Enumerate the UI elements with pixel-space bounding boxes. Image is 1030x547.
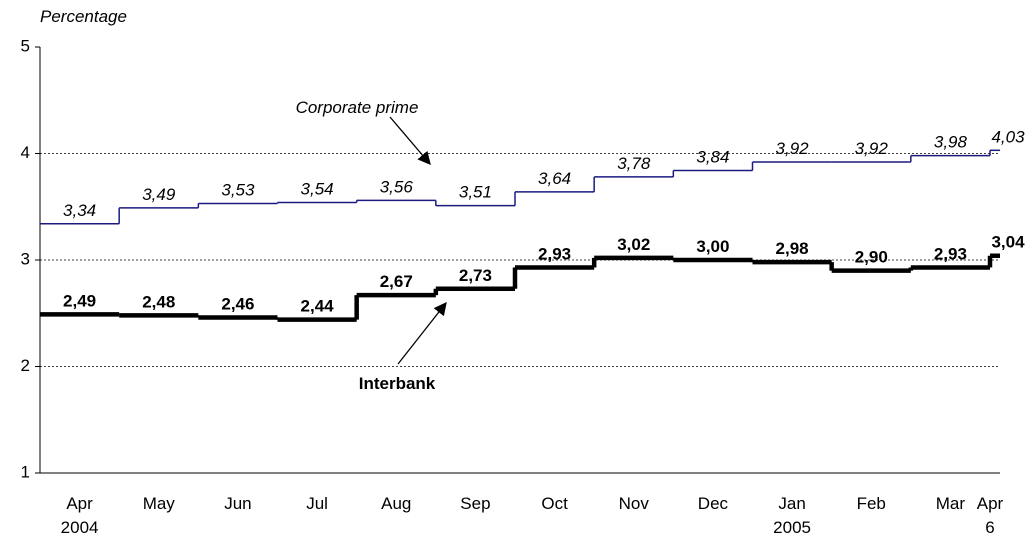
value-label: 3,53 <box>221 181 255 200</box>
y-tick-label: 5 <box>21 36 30 55</box>
value-label: 2,98 <box>776 239 809 258</box>
x-tick-label: Sep <box>460 494 490 513</box>
x-tick-label: Apr 2004 <box>61 494 99 537</box>
value-label: 3,54 <box>301 179 334 198</box>
value-label: 3,49 <box>142 185 176 204</box>
value-label: 3,78 <box>617 154 651 173</box>
x-tick-label: Feb <box>857 494 886 513</box>
y-axis-label: Percentage <box>40 7 127 26</box>
value-label: 3,84 <box>696 148 729 167</box>
x-tick-label: Jan 2005 <box>773 494 811 537</box>
value-label: 2,46 <box>221 295 254 314</box>
value-label: 2,48 <box>142 292 175 311</box>
value-label: 2,73 <box>459 266 492 285</box>
value-label: 2,67 <box>380 272 413 291</box>
value-label: 3,64 <box>538 169 571 188</box>
y-tick-label: 3 <box>21 249 30 268</box>
value-label: 3,56 <box>380 177 414 196</box>
x-tick-label: Jul <box>306 494 328 513</box>
value-label: 2,93 <box>934 244 967 263</box>
value-label: 3,92 <box>855 139 889 158</box>
arrow <box>389 116 431 165</box>
x-tick-label: Nov <box>619 494 650 513</box>
series-label: Interbank <box>359 374 436 393</box>
value-label: 3,00 <box>696 237 729 256</box>
y-tick-label: 4 <box>21 143 30 162</box>
value-label: 3,51 <box>459 183 492 202</box>
value-label: 3,02 <box>617 235 650 254</box>
y-tick-label: 2 <box>21 356 30 375</box>
x-tick-label: Jun <box>224 494 251 513</box>
value-label: 3,34 <box>63 201 96 220</box>
x-tick-label: Apr 6 <box>977 494 1004 537</box>
arrow <box>397 301 447 365</box>
value-label: 2,93 <box>538 244 571 263</box>
y-tick-label: 1 <box>21 462 30 481</box>
value-label: 3,92 <box>776 139 810 158</box>
value-label: 2,44 <box>301 297 335 316</box>
value-label: 4,03 <box>991 127 1025 146</box>
value-label: 3,04 <box>991 233 1025 252</box>
x-tick-label: Mar <box>936 494 966 513</box>
value-label: 2,90 <box>855 248 888 267</box>
x-tick-label: Oct <box>541 494 568 513</box>
x-tick-label: Aug <box>381 494 411 513</box>
x-tick-label: May <box>143 494 176 513</box>
value-label: 2,49 <box>63 291 96 310</box>
value-label: 3,98 <box>934 133 968 152</box>
series-label: Corporate prime <box>296 98 419 117</box>
x-tick-label: Dec <box>698 494 729 513</box>
